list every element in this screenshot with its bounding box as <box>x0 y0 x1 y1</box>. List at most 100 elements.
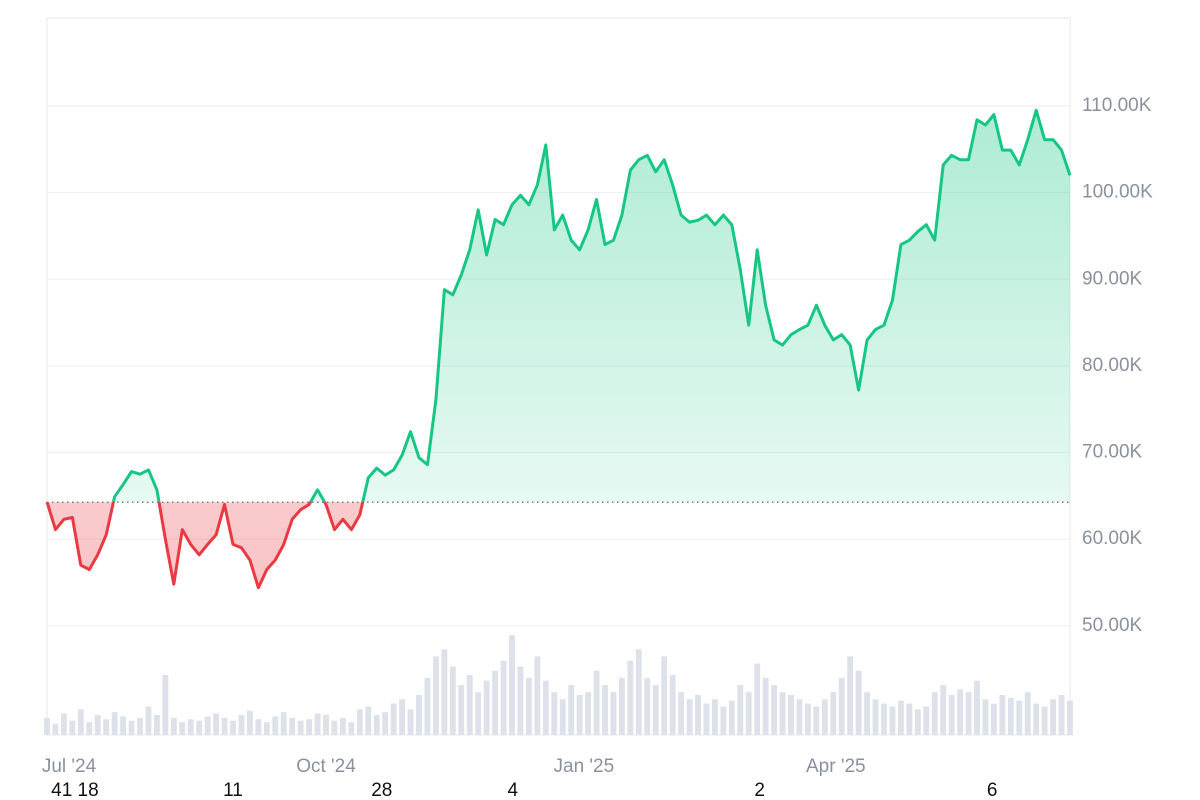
volume-bar <box>914 709 921 735</box>
x-tick-label: Oct '24 <box>296 756 356 777</box>
volume-bar <box>618 677 625 735</box>
volume-bar <box>44 717 50 735</box>
volume-bar <box>635 649 642 735</box>
volume-bar <box>534 656 541 735</box>
volume-bar <box>1016 700 1023 735</box>
volume-bar <box>86 722 93 735</box>
x-minor-tick-label: 6 <box>987 780 998 800</box>
volume-bar <box>500 660 507 735</box>
volume-bar <box>999 695 1006 735</box>
volume-bar <box>204 716 211 735</box>
volume-bar <box>957 689 964 735</box>
volume-bar <box>652 685 659 735</box>
volume-bar <box>390 703 397 735</box>
y-tick-label: 70.00K <box>1082 442 1143 463</box>
volume-bar <box>737 685 744 735</box>
volume-bar <box>1067 700 1073 735</box>
area-below <box>47 502 1070 588</box>
volume-bar <box>593 670 600 735</box>
volume-bar <box>965 692 972 735</box>
volume-bar <box>525 677 532 735</box>
volume-bar <box>94 715 101 735</box>
volume-bar <box>230 720 236 735</box>
volume-bar <box>661 656 668 735</box>
volume-bar <box>711 699 718 735</box>
volume-bar <box>695 695 701 735</box>
volume-bar <box>872 699 879 735</box>
y-tick-label: 50.00K <box>1082 615 1143 636</box>
volume-bar <box>855 670 862 735</box>
volume-bar <box>297 720 304 735</box>
volume-bar <box>153 715 160 735</box>
volume-bar <box>221 717 228 735</box>
volume-bar <box>1033 703 1040 735</box>
y-tick-label: 110.00K <box>1082 95 1152 116</box>
volume-bar <box>974 680 980 735</box>
volume-bar <box>644 677 651 735</box>
y-tick-label: 80.00K <box>1082 355 1143 376</box>
volume-bar <box>120 716 127 735</box>
volume-bar <box>576 695 583 735</box>
volume-bar <box>627 660 634 735</box>
volume-bar <box>602 685 608 735</box>
volume-bar <box>728 700 735 735</box>
volume-bar <box>1041 706 1048 735</box>
volume-bar <box>289 717 296 735</box>
volume-bar <box>246 710 253 735</box>
volume-bar <box>69 720 76 735</box>
x-minor-tick-label: 2 <box>754 780 765 800</box>
volume-bar <box>432 656 439 735</box>
volume-bar <box>686 699 693 735</box>
volume-bar <box>881 703 887 735</box>
volume-bar <box>745 692 752 735</box>
x-tick-label: Jul '24 <box>42 756 97 777</box>
volume-bar <box>492 670 499 735</box>
volume-bar <box>669 675 676 735</box>
volume-bar <box>103 719 110 735</box>
volume-bar <box>1007 697 1014 735</box>
volume-bar <box>145 706 152 735</box>
volume-bar <box>179 722 186 735</box>
volume-bar <box>137 717 143 735</box>
volume-bar <box>356 709 363 735</box>
volume-bar <box>382 712 389 735</box>
volume-bar <box>331 720 338 735</box>
volume-bar <box>196 720 203 735</box>
volume-bar <box>813 706 820 735</box>
volume-bar <box>906 703 913 735</box>
volume-bar <box>272 716 279 735</box>
x-tick-label: Jan '25 <box>554 756 615 777</box>
volume-bar <box>551 692 558 735</box>
volume-bar <box>187 719 194 735</box>
volume-bar <box>399 699 406 735</box>
volume-bar <box>170 717 177 735</box>
x-tick-label: Apr '25 <box>806 756 866 777</box>
volume-bar <box>754 663 761 735</box>
volume-bar <box>788 695 794 735</box>
volume-bar <box>407 709 414 735</box>
area-above <box>47 110 1070 503</box>
price-line-above <box>46 108 1072 503</box>
volume-bar <box>830 692 837 735</box>
volume-bar <box>263 722 270 735</box>
x-minor-tick-label: 41 18 <box>51 780 99 800</box>
volume-bar <box>111 712 118 735</box>
volume-bar <box>1058 695 1065 735</box>
volume-bar <box>838 677 845 735</box>
volume-bar <box>762 677 769 735</box>
x-minor-tick-label: 11 <box>223 780 243 800</box>
volume-bar <box>559 699 566 735</box>
volume-bar <box>483 680 490 735</box>
volume-bar <box>610 692 617 735</box>
volume-bar <box>306 719 313 735</box>
volume-bar <box>568 685 575 735</box>
volume-bar <box>466 675 473 735</box>
volume-bar <box>804 703 811 735</box>
x-minor-tick-label: 28 <box>371 780 392 800</box>
volume-bar <box>348 722 355 735</box>
volume-bar <box>585 692 592 735</box>
volume-bar <box>703 703 710 735</box>
volume-bar <box>373 715 380 735</box>
volume-bar <box>213 713 220 735</box>
volume-bar <box>517 666 524 735</box>
